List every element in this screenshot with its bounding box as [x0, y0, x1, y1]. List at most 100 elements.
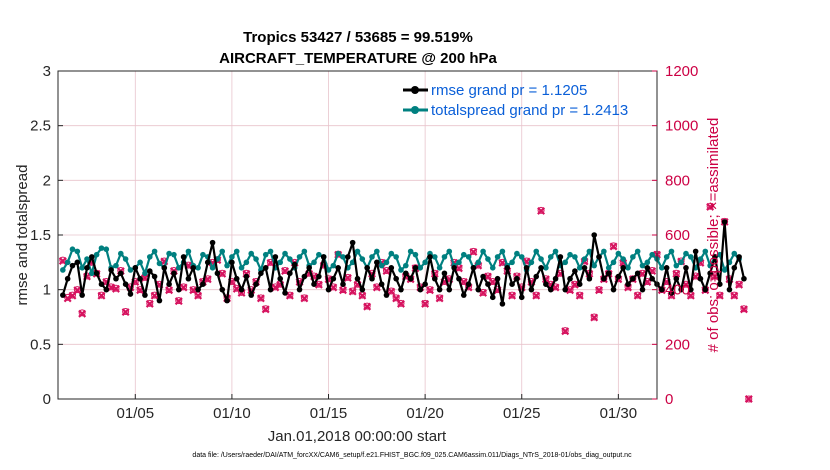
series-point-totalspread	[374, 248, 380, 255]
series-point-rmse	[557, 254, 564, 260]
series-point-totalspread	[253, 256, 259, 262]
series-point-rmse	[596, 254, 602, 260]
obs-possible-point	[508, 291, 516, 299]
series-point-rmse	[277, 275, 284, 282]
series-point-rmse	[712, 254, 718, 260]
series-point-rmse	[238, 286, 245, 293]
series-point-totalspread	[146, 254, 153, 260]
legend-marker-spread	[411, 106, 419, 114]
series-point-totalspread	[731, 250, 738, 257]
obs-assimilated-point	[256, 294, 265, 303]
series-point-rmse	[673, 275, 680, 282]
series-lines	[60, 219, 747, 307]
series-point-rmse	[475, 286, 482, 293]
obs-assimilated-point	[575, 291, 584, 300]
series-point-rmse	[175, 286, 182, 293]
x-tick-label: 01/30	[600, 405, 638, 422]
series-point-rmse	[142, 292, 148, 298]
series-point-rmse	[296, 286, 303, 293]
series-point-rmse	[89, 254, 95, 260]
series-point-totalspread	[277, 259, 284, 266]
series-point-totalspread	[552, 248, 559, 255]
series-point-totalspread	[335, 250, 341, 257]
series-point-rmse	[446, 286, 453, 293]
series-point-totalspread	[185, 248, 192, 255]
data-file-footer: data file: /Users/raeder/DAI/ATM_forcXX/…	[192, 452, 632, 459]
series-point-totalspread	[79, 265, 85, 271]
series-point-rmse	[122, 281, 129, 288]
obs-assimilated-point	[508, 291, 517, 300]
obs-possible-point	[532, 291, 540, 299]
series-point-rmse	[567, 275, 573, 282]
series-point-totalspread	[518, 254, 525, 260]
obs-possible-point	[281, 267, 289, 275]
series-point-rmse	[340, 281, 346, 288]
obs-assimilated-point	[382, 267, 391, 276]
series-point-rmse	[518, 294, 525, 301]
y-tick-label: 2.5	[30, 118, 51, 135]
x-tick-label: 01/10	[213, 405, 251, 422]
obs-possible-point	[122, 308, 130, 316]
series-point-rmse	[224, 297, 230, 304]
y-tick-label: 1.5	[30, 227, 51, 244]
series-point-totalspread	[688, 254, 694, 260]
series-point-rmse	[117, 270, 124, 277]
series-point-totalspread	[576, 265, 583, 271]
series-point-totalspread	[538, 256, 544, 262]
y-right-tick-label: 800	[665, 172, 690, 189]
series-point-rmse	[412, 265, 419, 271]
series-point-rmse	[494, 275, 501, 282]
series-point-rmse	[229, 259, 235, 266]
series-point-totalspread	[229, 254, 235, 260]
series-point-totalspread	[238, 265, 245, 271]
series-point-totalspread	[383, 259, 390, 266]
series-point-rmse	[369, 275, 375, 282]
obs-assimilated-point	[73, 286, 82, 295]
obs-possible-point	[706, 202, 714, 210]
obs-possible-point	[78, 309, 86, 317]
obs-possible-point	[745, 395, 753, 403]
series-line-rmse	[61, 220, 746, 305]
series-point-rmse	[253, 281, 259, 288]
series-point-rmse	[146, 268, 153, 274]
series-point-totalspread	[137, 259, 143, 266]
series-point-rmse	[581, 265, 588, 271]
obs-assimilated-point	[300, 294, 309, 303]
series-point-rmse	[427, 254, 433, 260]
obs-possible-point	[595, 286, 603, 294]
series-point-rmse	[190, 265, 197, 271]
obs-assimilated-point	[735, 280, 744, 289]
obs-assimilated-point	[595, 286, 604, 295]
obs-assimilated-point	[532, 291, 541, 300]
series-point-rmse	[702, 286, 709, 293]
series-point-rmse	[306, 265, 312, 271]
series-point-totalspread	[697, 256, 704, 262]
series-point-rmse	[562, 286, 569, 293]
obs-possible-point	[537, 206, 545, 214]
y-axis-label: rmse and totalspread	[14, 165, 31, 306]
series-point-rmse	[301, 273, 308, 280]
obs-assimilated-point	[174, 297, 183, 306]
series-point-rmse	[311, 281, 317, 288]
obs-assimilated-point	[339, 286, 347, 295]
obs-possible-point	[735, 280, 743, 288]
series-point-rmse	[630, 275, 636, 282]
obs-assimilated-point	[739, 305, 748, 314]
series-point-totalspread	[480, 248, 486, 255]
series-point-rmse	[572, 268, 578, 274]
series-point-rmse	[291, 261, 298, 268]
series-point-rmse	[388, 265, 395, 271]
series-point-totalspread	[649, 251, 655, 258]
obs-assimilated-point	[387, 287, 396, 296]
series-point-totalspread	[615, 250, 622, 257]
obs-possible-point	[59, 256, 67, 264]
series-point-totalspread	[499, 248, 506, 255]
y-right-tick-label: 600	[665, 227, 690, 244]
series-point-rmse	[721, 219, 728, 225]
series-point-totalspread	[533, 248, 540, 255]
series-point-rmse	[398, 286, 404, 293]
y-right-tick-label: 200	[665, 336, 690, 353]
series-point-totalspread	[224, 262, 230, 269]
series-point-totalspread	[407, 248, 414, 255]
